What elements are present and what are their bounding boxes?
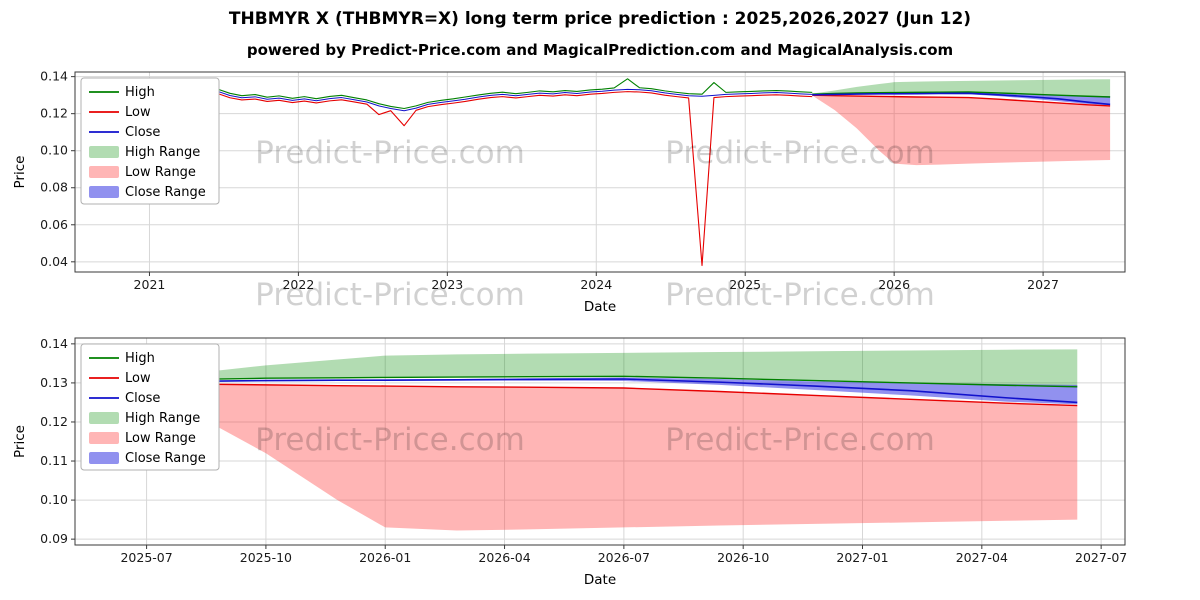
legend-swatch-high_range xyxy=(89,412,119,424)
y-axis: 0.04 0.06 0.08 0.10 0.12 0.14 xyxy=(40,69,75,269)
y-axis-label: Price xyxy=(12,156,28,189)
svg-text:2022: 2022 xyxy=(282,277,314,292)
svg-text:2027: 2027 xyxy=(1027,277,1059,292)
svg-text:0.09: 0.09 xyxy=(40,531,68,546)
gridlines xyxy=(75,72,1125,272)
legend-label: High xyxy=(125,351,155,366)
legend-label: Low Range xyxy=(125,431,196,446)
svg-text:2025-10: 2025-10 xyxy=(240,550,292,565)
svg-text:0.13: 0.13 xyxy=(40,375,68,390)
svg-text:2026-10: 2026-10 xyxy=(717,550,769,565)
svg-text:0.06: 0.06 xyxy=(40,217,68,232)
svg-text:0.14: 0.14 xyxy=(40,336,68,351)
svg-text:2027-04: 2027-04 xyxy=(956,550,1008,565)
legend-label: Low xyxy=(125,105,151,120)
powered-by-subtitle: powered by Predict-Price.com and Magical… xyxy=(246,41,954,59)
svg-text:0.10: 0.10 xyxy=(40,492,68,507)
legend-label: Close xyxy=(125,125,160,140)
plot-border xyxy=(74,71,1126,273)
svg-text:0.12: 0.12 xyxy=(40,414,68,429)
legend-swatch-high_range xyxy=(89,146,119,158)
legend-label: Low Range xyxy=(125,165,196,180)
legend-swatch-close_range xyxy=(89,186,119,198)
svg-text:0.04: 0.04 xyxy=(40,254,68,269)
svg-text:2027-01: 2027-01 xyxy=(836,550,888,565)
low-range-band xyxy=(122,382,1078,531)
legend-label: High Range xyxy=(125,145,200,160)
chart-prediction-zoom: 2025-07 2025-10 2026-01 2026-04 2026-07 2026-… xyxy=(12,336,1127,588)
svg-text:0.10: 0.10 xyxy=(40,143,68,158)
prediction-high-line xyxy=(122,375,1078,388)
low-range-band xyxy=(812,95,1111,166)
x-axis-label: Date xyxy=(584,572,616,588)
legend-label: High xyxy=(125,85,155,100)
legend-label: Close Range xyxy=(125,185,206,200)
x-axis-label: Date xyxy=(584,299,616,315)
prediction-low-line xyxy=(812,94,1111,107)
legend-swatch-close_range xyxy=(89,452,119,464)
legend-swatch-low_range xyxy=(89,432,119,444)
legend-swatch-low_range xyxy=(89,166,119,178)
svg-text:0.11: 0.11 xyxy=(40,453,68,468)
svg-text:0.08: 0.08 xyxy=(40,180,68,195)
close-range-band xyxy=(812,92,1111,106)
legend-label: Low xyxy=(125,371,151,386)
y-axis-label: Price xyxy=(12,425,28,458)
svg-text:2025-07: 2025-07 xyxy=(120,550,172,565)
svg-text:0.14: 0.14 xyxy=(40,69,68,84)
legend-label: High Range xyxy=(125,411,200,426)
prediction-close-line xyxy=(122,378,1078,404)
svg-text:2024: 2024 xyxy=(580,277,612,292)
svg-text:2026: 2026 xyxy=(878,277,910,292)
legend-label: Close Range xyxy=(125,451,206,466)
svg-text:2025: 2025 xyxy=(729,277,761,292)
page-title: THBMYR X (THBMYR=X) long term price pred… xyxy=(228,9,972,29)
svg-text:2023: 2023 xyxy=(431,277,463,292)
svg-text:2027-07: 2027-07 xyxy=(1075,550,1127,565)
svg-text:2026-04: 2026-04 xyxy=(478,550,530,565)
legend-label: Close xyxy=(125,391,160,406)
prediction-high-line xyxy=(812,91,1111,98)
svg-text:0.12: 0.12 xyxy=(40,106,68,121)
svg-text:2026-01: 2026-01 xyxy=(359,550,411,565)
plot-border xyxy=(74,337,1126,546)
legend: High Low Close High Range Low Range Close Ran… xyxy=(80,77,220,205)
prediction-low-line xyxy=(122,382,1078,407)
gridlines xyxy=(75,338,1125,545)
x-axis: 2021 2022 2023 2024 2025 2026 2027 xyxy=(134,272,1059,292)
svg-text:2026-07: 2026-07 xyxy=(598,550,650,565)
x-axis: 2025-07 2025-10 2026-01 2026-04 2026-07 2026-… xyxy=(120,545,1127,565)
close-range-band xyxy=(122,377,1078,405)
y-axis: 0.09 0.10 0.11 0.12 0.13 0.14 xyxy=(40,336,75,546)
prediction-close-line xyxy=(812,92,1111,106)
legend: High Low Close High Range Low Range Close Ran… xyxy=(80,343,220,471)
chart-full-history-and-prediction: 2021 2022 2023 2024 2025 2026 2027 0.04 0.06 0.08… xyxy=(12,69,1126,315)
svg-text:2021: 2021 xyxy=(134,277,166,292)
